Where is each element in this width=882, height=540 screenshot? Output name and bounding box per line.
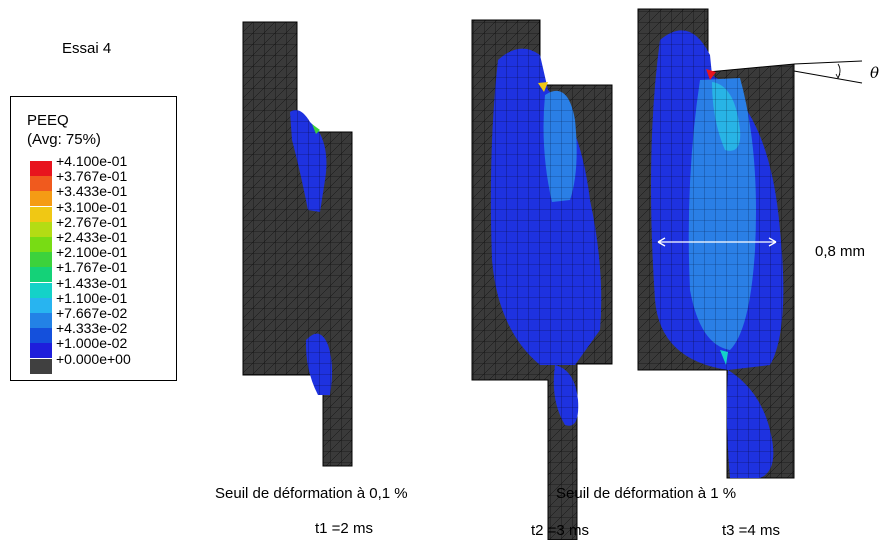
legend-swatch (30, 206, 52, 222)
time-t2: t2 =3 ms (531, 522, 589, 539)
legend-value: +7.667e-02 (56, 305, 128, 321)
legend-value: +3.433e-01 (56, 183, 128, 200)
mesh-figure-t1 (242, 21, 353, 467)
legend-value: +1.767e-01 (56, 259, 128, 276)
legend-swatch (30, 252, 52, 268)
legend-value: +3.100e-01 (56, 198, 128, 215)
time-t1: t1 =2 ms (315, 520, 373, 537)
legend-swatch (30, 237, 52, 252)
legend-swatch (30, 328, 52, 344)
legend-swatch (30, 191, 52, 207)
legend-value: +0.000e+00 (56, 350, 131, 367)
legend-swatch (30, 358, 52, 374)
legend-value: +2.767e-01 (56, 213, 128, 230)
angle-symbol: θ (870, 64, 880, 82)
legend-swatch (30, 176, 52, 192)
legend-value: +4.100e-01 (56, 153, 128, 169)
legend-swatch (30, 161, 52, 176)
threshold-low-caption: Seuil de déformation à 0,1 % (215, 485, 408, 502)
legend-swatch (30, 313, 52, 328)
legend-title: PEEQ (27, 112, 69, 129)
mesh-figure-t3 (637, 8, 863, 479)
legend-swatch (30, 297, 52, 313)
legend-value: +4.333e-02 (56, 320, 128, 337)
legend-swatch (30, 221, 52, 237)
threshold-high-caption: Seuil de déformation à 1 % (556, 485, 737, 502)
legend-swatch (30, 282, 52, 298)
legend-value: +2.433e-01 (56, 229, 128, 245)
legend-swatch (30, 267, 52, 283)
width-arrow (657, 237, 777, 247)
mesh-figure-t2 (471, 19, 613, 540)
test-label: Essai 4 (62, 40, 112, 57)
legend-swatch (30, 343, 52, 359)
legend-value: +1.000e-02 (56, 335, 128, 352)
legend-value: +1.100e-01 (56, 289, 128, 306)
time-t3: t3 =4 ms (722, 522, 780, 539)
width-label: 0,8 mm (815, 243, 866, 260)
legend-value: +3.767e-01 (56, 168, 128, 185)
legend-subtitle: (Avg: 75%) (27, 131, 101, 148)
legend-value: +2.100e-01 (56, 244, 128, 261)
angle-indicator (793, 60, 863, 84)
peeq-legend: PEEQ (Avg: 75%) +4.100e-01 +3.767e-01 +3.4… (10, 96, 177, 381)
legend-value: +1.433e-01 (56, 274, 128, 291)
